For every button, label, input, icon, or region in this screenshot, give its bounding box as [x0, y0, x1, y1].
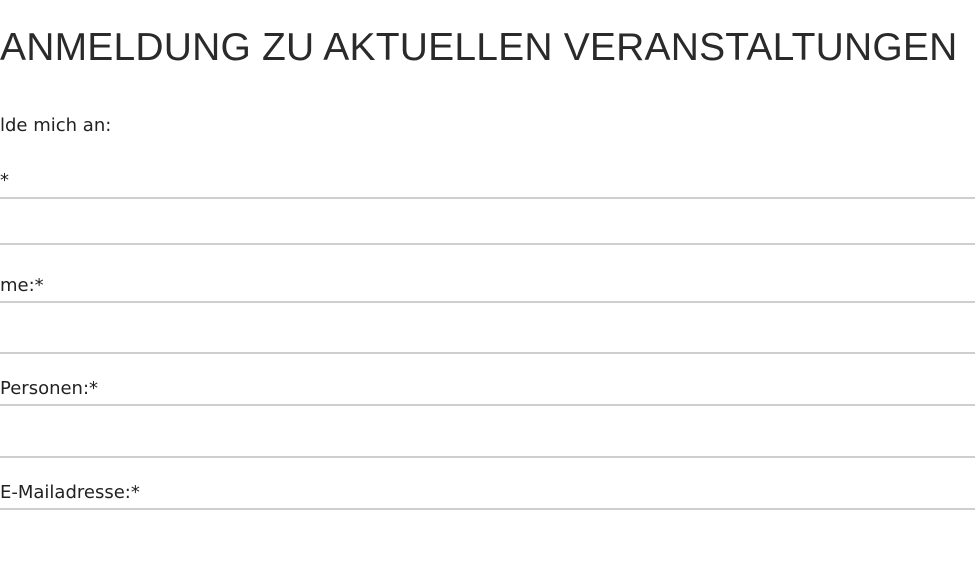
field-input-persons[interactable] — [0, 404, 975, 458]
field-input-email[interactable] — [0, 508, 975, 568]
field-input-1[interactable] — [0, 197, 975, 245]
field-label-email: E-Mailadresse:* — [0, 482, 140, 503]
field-input-name[interactable] — [0, 301, 975, 354]
page-title: ANMELDUNG ZU AKTUELLEN VERANSTALTUNGEN — [0, 26, 958, 69]
field-label-1: * — [0, 170, 9, 191]
field-label-persons: Personen:* — [0, 378, 99, 399]
form-intro: lde mich an: — [0, 115, 112, 136]
field-label-name: me:* — [0, 275, 44, 296]
